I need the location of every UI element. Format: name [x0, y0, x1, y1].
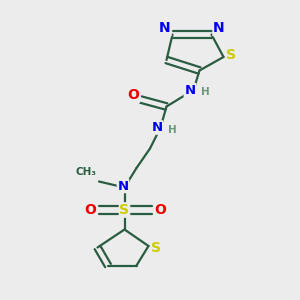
Text: O: O	[85, 203, 97, 217]
Text: H: H	[200, 87, 209, 98]
Text: S: S	[151, 241, 161, 254]
Text: N: N	[184, 83, 196, 97]
Text: N: N	[117, 179, 129, 193]
Text: S: S	[119, 203, 130, 217]
Text: O: O	[154, 203, 166, 217]
Text: S: S	[226, 49, 236, 62]
Text: H: H	[167, 125, 176, 135]
Text: N: N	[213, 22, 225, 35]
Text: CH₃: CH₃	[75, 167, 96, 177]
Text: N: N	[159, 22, 171, 35]
Text: O: O	[128, 88, 140, 102]
Text: N: N	[151, 121, 163, 134]
